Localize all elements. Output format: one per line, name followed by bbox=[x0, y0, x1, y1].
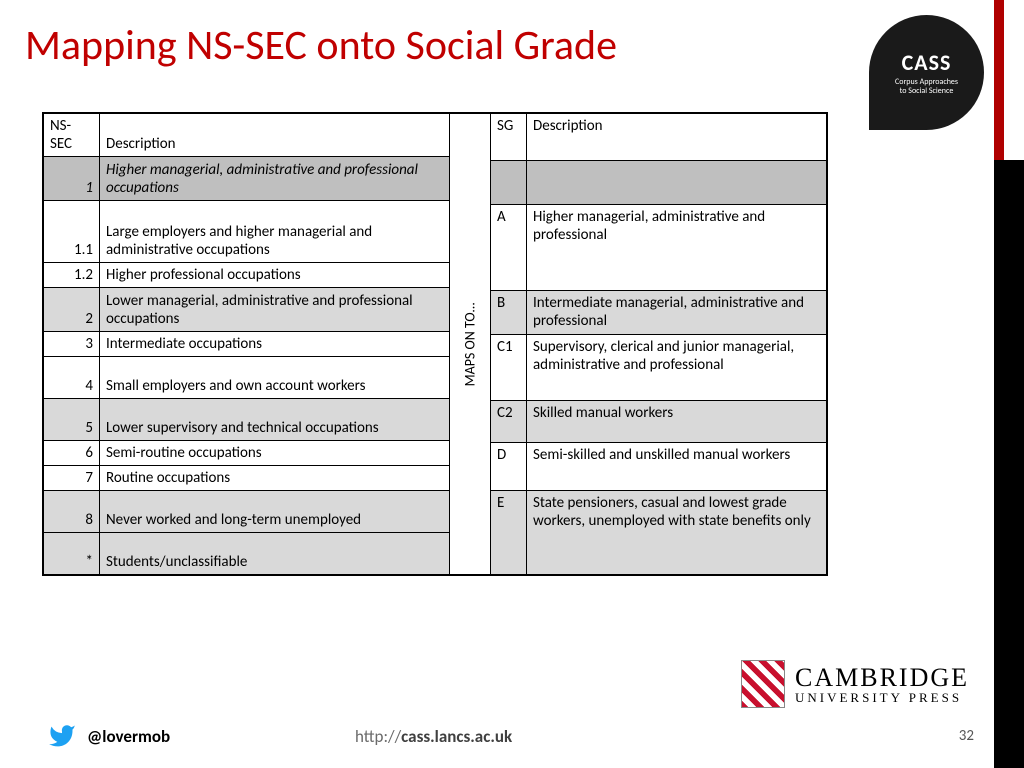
nssec-desc: Lower supervisory and technical occupati… bbox=[100, 399, 450, 441]
page-title: Mapping NS-SEC onto Social Grade bbox=[25, 20, 617, 71]
cambridge-press-logo: CAMBRIDGE UNIVERSITY PRESS bbox=[741, 660, 969, 708]
nssec-code: 3 bbox=[44, 332, 100, 357]
nssec-desc: Routine occupations bbox=[100, 466, 450, 491]
cambridge-line2: UNIVERSITY PRESS bbox=[795, 691, 969, 704]
cambridge-line1: CAMBRIDGE bbox=[795, 665, 969, 691]
nssec-desc: Higher managerial, administrative and pr… bbox=[100, 157, 450, 201]
maps-onto-label: MAPS ON TO… bbox=[462, 302, 479, 386]
table-row: 1.1Large employers and higher managerial… bbox=[44, 201, 450, 263]
sg-header-code: SG bbox=[491, 114, 527, 161]
table-row: 5Lower supervisory and technical occupat… bbox=[44, 399, 450, 441]
nssec-code: 1 bbox=[44, 157, 100, 201]
sg-desc: Higher managerial, administrative and pr… bbox=[527, 205, 827, 291]
nssec-desc: Lower managerial, administrative and pro… bbox=[100, 288, 450, 332]
table-row: EState pensioners, casual and lowest gra… bbox=[491, 491, 827, 575]
nssec-code: 5 bbox=[44, 399, 100, 441]
nssec-desc: Students/unclassifiable bbox=[100, 533, 450, 575]
nssec-code: 6 bbox=[44, 441, 100, 466]
sg-desc: Skilled manual workers bbox=[527, 401, 827, 443]
sg-code: D bbox=[491, 443, 527, 491]
nssec-desc: Never worked and long-term unemployed bbox=[100, 491, 450, 533]
sg-table: SGDescriptionAHigher managerial, adminis… bbox=[490, 113, 827, 575]
nssec-desc: Semi-routine occupations bbox=[100, 441, 450, 466]
cass-logo: CASS Corpus Approaches to Social Science bbox=[869, 15, 984, 130]
sg-code: A bbox=[491, 205, 527, 291]
table-row bbox=[491, 161, 827, 205]
nssec-code: * bbox=[44, 533, 100, 575]
nssec-header-code: NS-SEC bbox=[44, 114, 100, 157]
nssec-header-desc: Description bbox=[100, 114, 450, 157]
table-row: BIntermediate managerial, administrative… bbox=[491, 291, 827, 335]
sg-desc: State pensioners, casual and lowest grad… bbox=[527, 491, 827, 575]
cass-name: CASS bbox=[902, 49, 952, 76]
sg-code bbox=[491, 161, 527, 205]
table-row: 3Intermediate occupations bbox=[44, 332, 450, 357]
nssec-code: 2 bbox=[44, 288, 100, 332]
table-row: C1Supervisory, clerical and junior manag… bbox=[491, 335, 827, 401]
maps-onto-column: MAPS ON TO… bbox=[450, 113, 490, 575]
sg-code: B bbox=[491, 291, 527, 335]
sg-desc: Intermediate managerial, administrative … bbox=[527, 291, 827, 335]
table-row: 7Routine occupations bbox=[44, 466, 450, 491]
sg-code: E bbox=[491, 491, 527, 575]
nssec-code: 1.1 bbox=[44, 201, 100, 263]
table-row: 8Never worked and long-term unemployed bbox=[44, 491, 450, 533]
sg-desc: Supervisory, clerical and junior manager… bbox=[527, 335, 827, 401]
sg-header-desc: Description bbox=[527, 114, 827, 161]
nssec-code: 1.2 bbox=[44, 263, 100, 288]
nssec-desc: Higher professional occupations bbox=[100, 263, 450, 288]
table-row: *Students/unclassifiable bbox=[44, 533, 450, 575]
sg-code: C1 bbox=[491, 335, 527, 401]
cass-tagline: Corpus Approaches to Social Science bbox=[895, 78, 958, 96]
nssec-code: 7 bbox=[44, 466, 100, 491]
nssec-desc: Intermediate occupations bbox=[100, 332, 450, 357]
sg-desc bbox=[527, 161, 827, 205]
table-row: 1Higher managerial, administrative and p… bbox=[44, 157, 450, 201]
sg-code: C2 bbox=[491, 401, 527, 443]
table-row: 6Semi-routine occupations bbox=[44, 441, 450, 466]
nssec-code: 8 bbox=[44, 491, 100, 533]
table-row: C2Skilled manual workers bbox=[491, 401, 827, 443]
nssec-code: 4 bbox=[44, 357, 100, 399]
footer-url: http://cass.lancs.ac.uk bbox=[355, 726, 512, 747]
table-row: 1.2Higher professional occupations bbox=[44, 263, 450, 288]
mapping-tables: NS-SECDescription1Higher managerial, adm… bbox=[42, 112, 828, 576]
black-accent-stripe bbox=[994, 160, 1024, 768]
nssec-table: NS-SECDescription1Higher managerial, adm… bbox=[43, 113, 450, 575]
table-row: DSemi-skilled and unskilled manual worke… bbox=[491, 443, 827, 491]
page-number: 32 bbox=[959, 727, 974, 745]
nssec-desc: Small employers and own account workers bbox=[100, 357, 450, 399]
table-row: AHigher managerial, administrative and p… bbox=[491, 205, 827, 291]
table-row: 4Small employers and own account workers bbox=[44, 357, 450, 399]
red-accent-stripe bbox=[994, 0, 1004, 160]
sg-desc: Semi-skilled and unskilled manual worker… bbox=[527, 443, 827, 491]
twitter-handle: @lovermob bbox=[87, 726, 170, 747]
table-row: 2Lower managerial, administrative and pr… bbox=[44, 288, 450, 332]
nssec-desc: Large employers and higher managerial an… bbox=[100, 201, 450, 263]
footer: @lovermob http://cass.lancs.ac.uk 32 bbox=[0, 722, 1024, 750]
twitter-icon bbox=[45, 722, 79, 750]
cambridge-shield-icon bbox=[741, 660, 785, 708]
